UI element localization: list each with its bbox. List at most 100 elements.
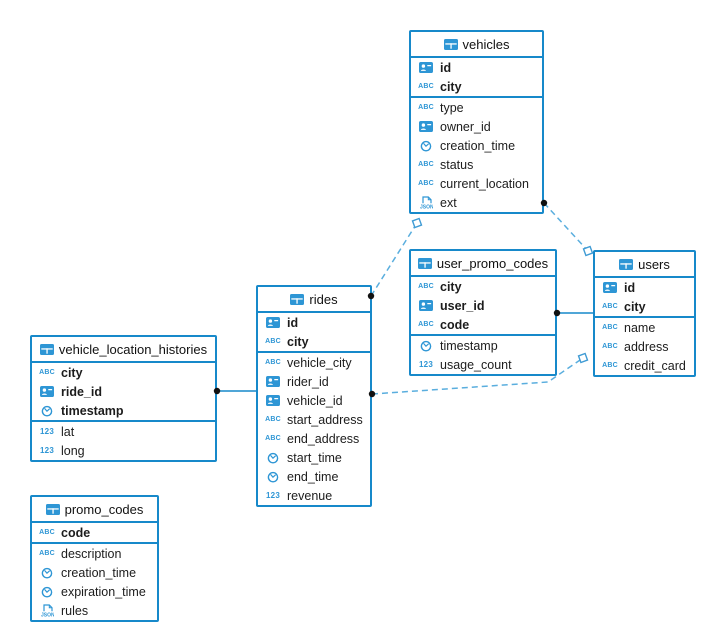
table-header-rides[interactable]: rides <box>258 287 370 313</box>
table-vehicle_location_histories[interactable]: vehicle_location_histories ABC city ride_id… <box>30 335 217 462</box>
field-row-expiration_time[interactable]: expiration_time <box>32 582 157 601</box>
field-row-start_address[interactable]: ABC start_address <box>258 410 370 429</box>
field-row-owner_id[interactable]: owner_id <box>411 117 542 136</box>
field-label: city <box>440 279 462 294</box>
table-title: vehicle_location_histories <box>58 341 208 357</box>
table-user_promo_codes[interactable]: user_promo_codes ABC city user_id ABC code tim… <box>409 249 557 376</box>
field-row-end_address[interactable]: ABC end_address <box>258 429 370 448</box>
field-row-user_id[interactable]: user_id <box>411 296 555 315</box>
field-row-description[interactable]: ABC description <box>32 544 157 563</box>
field-row-long[interactable]: 123 long <box>32 441 215 460</box>
field-row-code[interactable]: ABC code <box>411 315 555 334</box>
field-label: id <box>624 280 636 295</box>
id-card-icon <box>264 376 282 387</box>
field-row-id[interactable]: id <box>595 278 694 297</box>
table-icon <box>443 38 458 50</box>
field-row-credit_card[interactable]: ABC credit_card <box>595 356 694 375</box>
field-label: creation_time <box>61 565 137 580</box>
abc-icon: ABC <box>265 338 281 345</box>
field-label: user_id <box>440 298 485 313</box>
field-row-status[interactable]: ABC status <box>411 155 542 174</box>
table-title: promo_codes <box>64 501 144 517</box>
num-icon: 123 <box>40 445 54 455</box>
field-label: timestamp <box>440 338 498 353</box>
field-row-city[interactable]: ABC city <box>258 332 370 351</box>
clock-icon <box>38 567 56 579</box>
field-row-city[interactable]: ABC city <box>32 363 215 382</box>
num-icon: 123 <box>266 490 280 500</box>
field-row-revenue[interactable]: 123 revenue <box>258 486 370 505</box>
field-label: lat <box>61 424 75 439</box>
svg-text:JSON: JSON <box>41 613 54 617</box>
field-row-city[interactable]: ABC city <box>411 277 555 296</box>
table-vehicles[interactable]: vehicles id ABC city ABC type owner_id creation… <box>409 30 544 214</box>
clock-icon <box>264 471 282 483</box>
table-header-vehicles[interactable]: vehicles <box>411 32 542 58</box>
field-row-rider_id[interactable]: rider_id <box>258 372 370 391</box>
table-users[interactable]: users id ABC city ABC name ABC address ABC credit… <box>593 250 696 377</box>
field-label: city <box>61 365 83 380</box>
field-row-id[interactable]: id <box>258 313 370 332</box>
primary-key-section: id ABC city <box>595 278 694 318</box>
table-rides[interactable]: rides id ABC city ABC vehicle_city rider_id veh… <box>256 285 372 507</box>
table-icon <box>619 258 634 270</box>
field-label: ride_id <box>61 384 102 399</box>
field-label: credit_card <box>624 358 686 373</box>
field-row-address[interactable]: ABC address <box>595 337 694 356</box>
table-header-user_promo_codes[interactable]: user_promo_codes <box>411 251 555 277</box>
field-row-city[interactable]: ABC city <box>411 77 542 96</box>
field-row-vehicle_city[interactable]: ABC vehicle_city <box>258 353 370 372</box>
field-row-name[interactable]: ABC name <box>595 318 694 337</box>
field-label: code <box>440 317 470 332</box>
num-icon: 123 <box>40 426 54 436</box>
clock-icon <box>38 586 56 598</box>
abc-icon: ABC <box>418 321 434 328</box>
clock-icon <box>38 405 56 417</box>
field-row-ext[interactable]: JSON ext <box>411 193 542 212</box>
abc-icon: ABC <box>418 283 434 290</box>
field-row-rules[interactable]: JSON rules <box>32 601 157 620</box>
table-header-users[interactable]: users <box>595 252 694 278</box>
field-row-usage_count[interactable]: 123 usage_count <box>411 355 555 374</box>
field-row-creation_time[interactable]: creation_time <box>32 563 157 582</box>
field-label: vehicle_city <box>287 355 352 370</box>
field-label: rider_id <box>287 374 329 389</box>
field-row-start_time[interactable]: start_time <box>258 448 370 467</box>
primary-key-section: id ABC city <box>258 313 370 353</box>
id-card-icon <box>38 386 56 397</box>
field-label: type <box>440 100 464 115</box>
abc-icon: ABC <box>39 529 55 536</box>
field-row-type[interactable]: ABC type <box>411 98 542 117</box>
field-row-timestamp[interactable]: timestamp <box>411 336 555 355</box>
field-label: address <box>624 339 669 354</box>
abc-icon: ABC <box>418 180 434 187</box>
table-icon <box>290 293 305 305</box>
relation-endpoint-square <box>411 217 423 229</box>
field-row-creation_time[interactable]: creation_time <box>411 136 542 155</box>
table-icon <box>45 503 60 515</box>
field-row-end_time[interactable]: end_time <box>258 467 370 486</box>
table-promo_codes[interactable]: promo_codes ABC code ABC description creation… <box>30 495 159 622</box>
relation-edge-vehicles-to-users <box>543 202 589 252</box>
table-header-vehicle_location_histories[interactable]: vehicle_location_histories <box>32 337 215 363</box>
primary-key-section: ABC city ride_id timestamp <box>32 363 215 422</box>
field-label: code <box>61 525 91 540</box>
field-row-vehicle_id[interactable]: vehicle_id <box>258 391 370 410</box>
field-row-lat[interactable]: 123 lat <box>32 422 215 441</box>
field-row-timestamp[interactable]: timestamp <box>32 401 215 420</box>
svg-text:JSON: JSON <box>420 205 433 209</box>
field-label: owner_id <box>440 119 491 134</box>
field-row-city[interactable]: ABC city <box>595 297 694 316</box>
table-title: users <box>638 256 670 272</box>
field-label: end_time <box>287 469 339 484</box>
table-header-promo_codes[interactable]: promo_codes <box>32 497 157 523</box>
id-card-icon <box>264 317 282 328</box>
abc-icon: ABC <box>39 369 55 376</box>
field-row-code[interactable]: ABC code <box>32 523 157 542</box>
fields-section: timestamp 123 usage_count <box>411 336 555 374</box>
field-row-current_location[interactable]: ABC current_location <box>411 174 542 193</box>
field-row-id[interactable]: id <box>411 58 542 77</box>
field-row-ride_id[interactable]: ride_id <box>32 382 215 401</box>
field-label: creation_time <box>440 138 516 153</box>
